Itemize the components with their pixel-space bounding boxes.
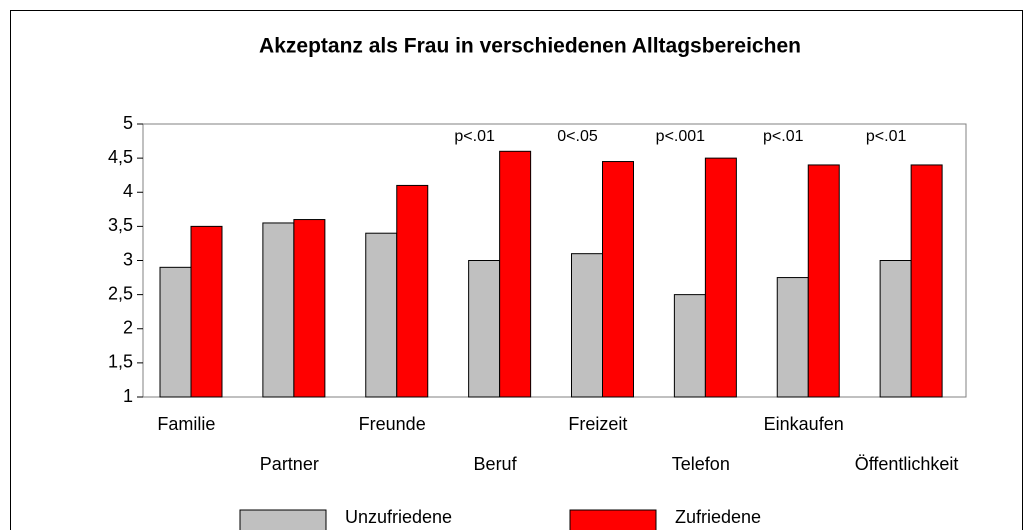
bar xyxy=(704,157,737,398)
x-tick-label: Öffentlichkeit xyxy=(855,454,959,474)
y-tick-label: 5 xyxy=(123,113,133,133)
x-tick-label: Einkaufen xyxy=(764,414,844,434)
bar xyxy=(190,225,223,398)
annotation: p<.01 xyxy=(763,128,804,145)
bar xyxy=(468,260,501,398)
x-tick-label: Beruf xyxy=(474,454,518,474)
x-tick-label: Freunde xyxy=(359,414,426,434)
x-tick-label: Telefon xyxy=(672,454,730,474)
bar xyxy=(293,219,326,398)
y-tick-label: 1,5 xyxy=(108,352,133,372)
annotation: p<.01 xyxy=(454,128,495,145)
bar xyxy=(776,277,809,398)
y-tick-label: 2 xyxy=(123,318,133,338)
bar xyxy=(365,232,398,398)
bar xyxy=(879,260,912,398)
bar xyxy=(571,253,603,398)
bar xyxy=(807,164,840,398)
annotation: p<.01 xyxy=(866,128,907,145)
legend-label: Zufriedene xyxy=(675,507,761,527)
legend-label: Unzufriedene xyxy=(345,507,452,527)
y-tick-label: 3 xyxy=(123,249,133,269)
y-tick-label: 4 xyxy=(123,181,133,201)
bar xyxy=(159,266,192,398)
chart-border xyxy=(10,10,1023,530)
y-tick-label: 1 xyxy=(123,386,133,406)
x-tick-label: Familie xyxy=(157,414,215,434)
bar xyxy=(262,222,295,398)
annotation: p<.001 xyxy=(656,128,705,145)
chart-title: Akzeptanz als Frau in verschiedenen Allt… xyxy=(259,35,801,58)
y-tick-label: 3,5 xyxy=(108,215,133,235)
x-tick-label: Freizeit xyxy=(568,414,627,434)
legend-swatch xyxy=(569,509,657,530)
bar xyxy=(499,150,532,398)
legend-swatch xyxy=(239,509,327,530)
bar xyxy=(910,164,943,398)
y-tick-label: 4,5 xyxy=(108,147,133,167)
annotation: 0<.05 xyxy=(557,128,598,145)
bar xyxy=(673,294,706,398)
x-tick-label: Partner xyxy=(260,454,319,474)
y-tick-label: 2,5 xyxy=(108,283,133,303)
bar xyxy=(602,161,634,398)
bar xyxy=(396,184,429,398)
